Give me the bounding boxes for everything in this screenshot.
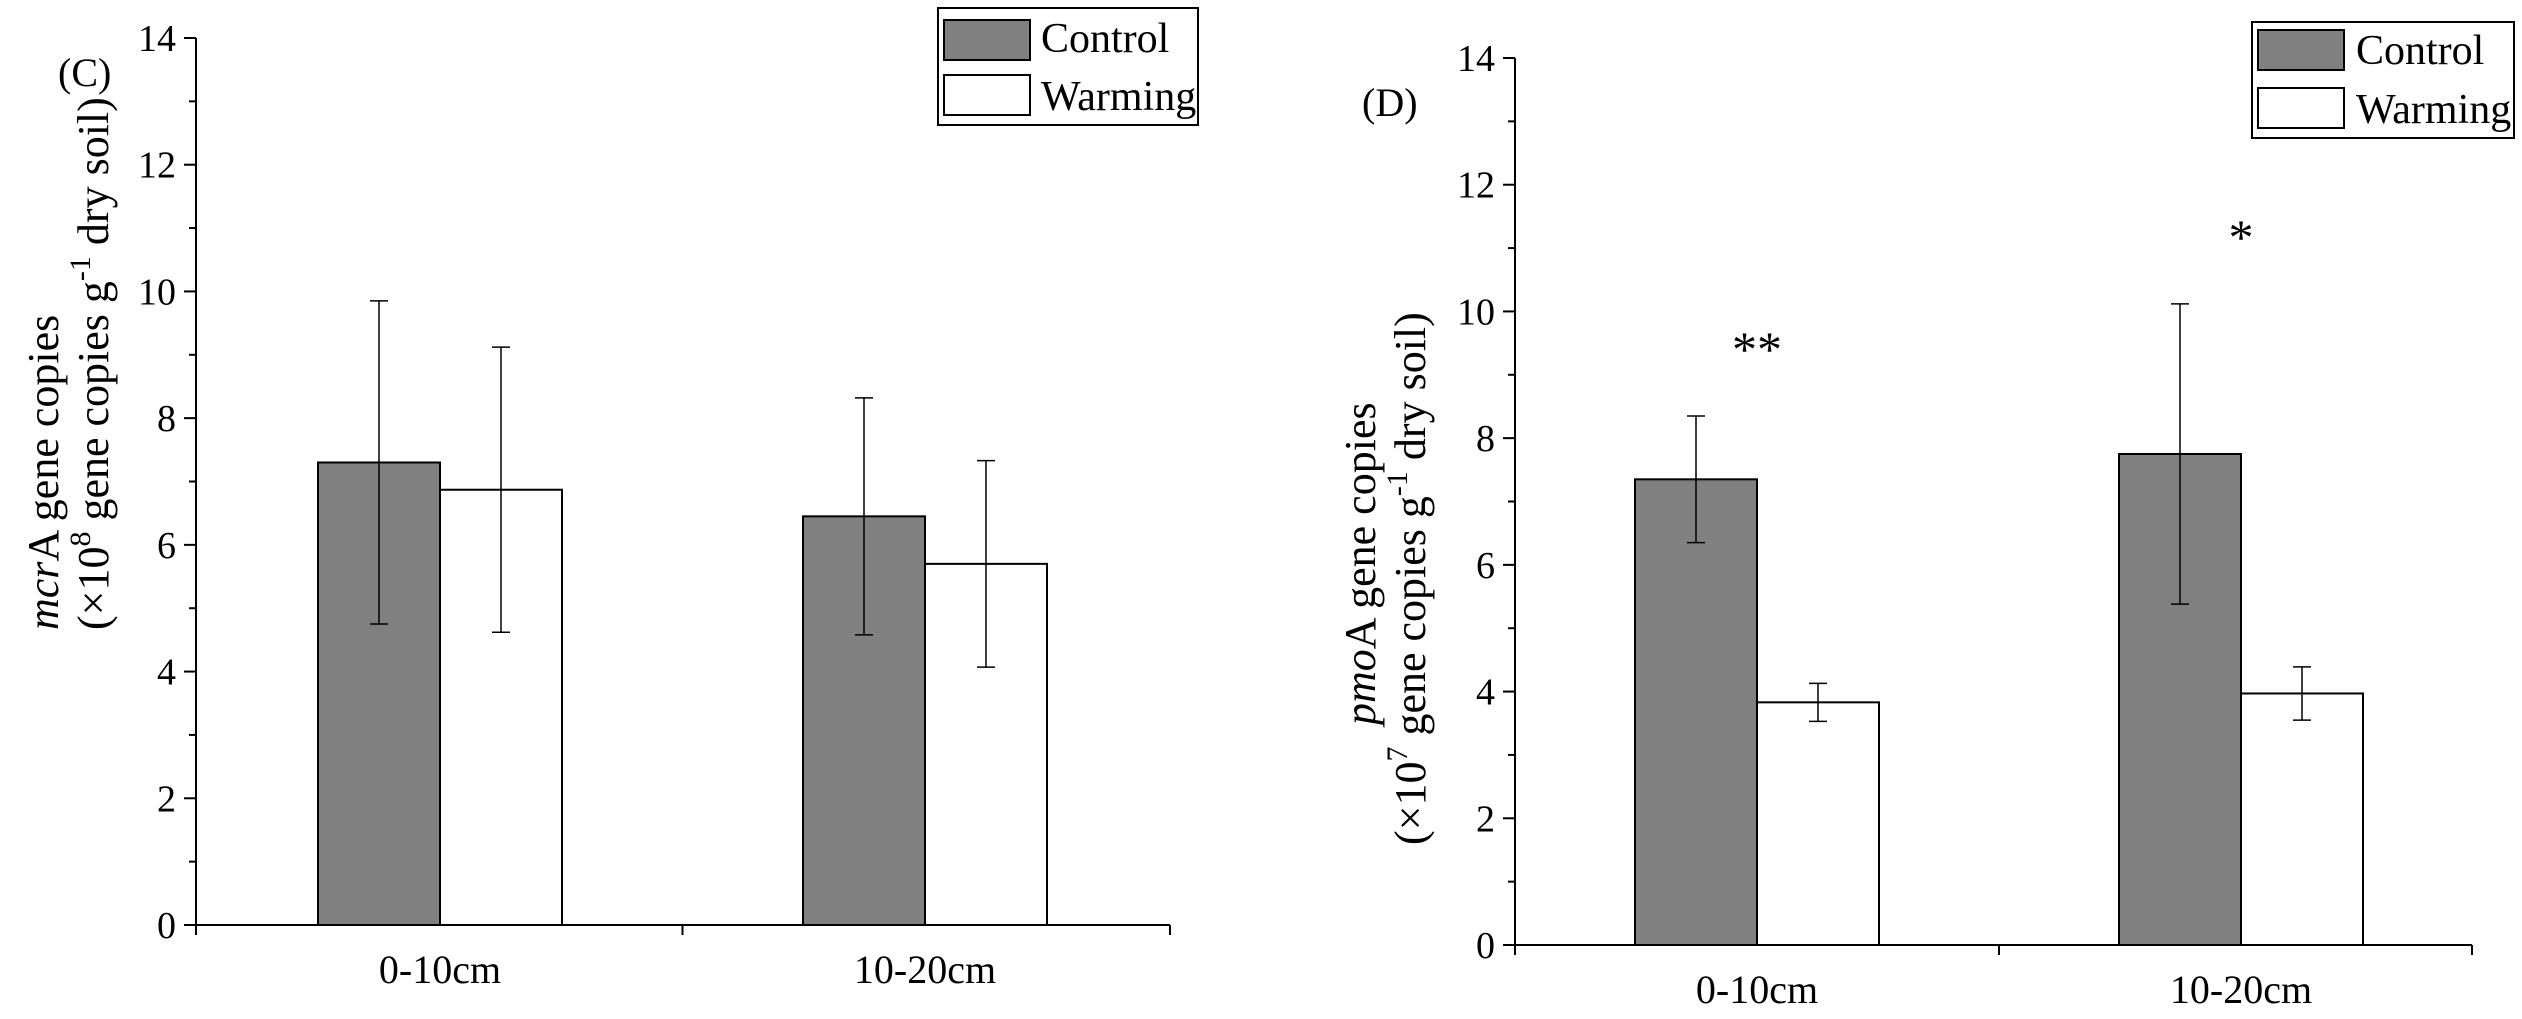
x-tick-label: 0-10cm bbox=[379, 947, 501, 992]
y-axis-label-neg-exponent: -1 bbox=[1381, 471, 1414, 496]
y-axis-label-unit: gene copies g bbox=[69, 281, 118, 531]
legend-swatch-warming bbox=[943, 74, 1031, 116]
y-tick-label: 10 bbox=[138, 271, 176, 313]
y-tick-label: 6 bbox=[157, 525, 176, 567]
y-axis-label-line-2: (×108 gene copies g-1 dry soil) bbox=[64, 97, 118, 630]
y-axis-label-neg-exponent: -1 bbox=[64, 256, 97, 281]
bars: ** 0-10cm * 10-20cm bbox=[1634, 209, 2364, 1012]
y-axis-label-gene: mcr bbox=[19, 561, 68, 630]
chart-panel-d: (D) pmoA gene copies (×107 gene copies g… bbox=[1336, 21, 2515, 1012]
x-tick-label: 10-20cm bbox=[854, 947, 996, 992]
x-tick-label: 10-20cm bbox=[2170, 967, 2312, 1012]
bar-control bbox=[1634, 478, 1758, 946]
y-tick-label: 12 bbox=[1457, 165, 1495, 207]
y-tick-label: 8 bbox=[1476, 418, 1495, 460]
y-axis-label-gene: pmo bbox=[1336, 649, 1385, 728]
legend-label-control: Control bbox=[1041, 16, 1169, 62]
y-axis-label-prefix: (×10 bbox=[1386, 762, 1435, 845]
legend-swatch-warming bbox=[2257, 87, 2345, 129]
legend-label-control: Control bbox=[2356, 28, 2484, 74]
y-axis-label-exponent: 7 bbox=[1381, 747, 1414, 762]
y-tick-label: 2 bbox=[1476, 798, 1495, 840]
significance-marker: * bbox=[2229, 209, 2254, 265]
legend-swatch-control bbox=[943, 19, 1031, 61]
y-axis-label-line-1: pmoA gene copies bbox=[1336, 402, 1385, 728]
y-tick-label: 0 bbox=[157, 905, 176, 947]
y-axis-label-prefix: (×10 bbox=[69, 547, 118, 630]
legend-label-warming: Warming bbox=[1041, 74, 1196, 120]
y-axis-label-unit: gene copies g bbox=[1386, 496, 1435, 746]
y-axis-label-suffix: dry soil) bbox=[1386, 312, 1435, 471]
significance-marker: ** bbox=[1732, 321, 1782, 377]
x-tick-label: 0-10cm bbox=[1696, 967, 1818, 1012]
bars: 0-10cm 10-20cm bbox=[317, 300, 1048, 992]
legend-swatch-control bbox=[2257, 29, 2345, 71]
y-axis-label-suffix: dry soil) bbox=[69, 97, 118, 256]
panel-label: (D) bbox=[1362, 80, 1418, 125]
y-tick-label: 10 bbox=[1457, 291, 1495, 333]
y-tick-label: 14 bbox=[138, 18, 176, 60]
y-tick-label: 4 bbox=[157, 652, 176, 694]
y-axis-label-exponent: 8 bbox=[64, 532, 97, 547]
panel-label: (C) bbox=[58, 50, 111, 95]
bar-warming bbox=[1756, 701, 1880, 947]
y-tick-label: 4 bbox=[1476, 672, 1495, 714]
bar-warming bbox=[2240, 692, 2364, 947]
y-axis-label-line-1: mcrA gene copies bbox=[19, 315, 68, 630]
y-tick-label: 8 bbox=[157, 398, 176, 440]
y-axis: 0 2 4 6 8 10 12 14 bbox=[1457, 38, 1515, 967]
y-axis: 0 2 4 6 8 10 12 14 bbox=[138, 18, 196, 947]
axes bbox=[1514, 58, 2473, 955]
y-tick-label: 2 bbox=[157, 778, 176, 820]
legend: Control Warming bbox=[2251, 21, 2515, 139]
y-tick-label: 0 bbox=[1476, 925, 1495, 967]
y-tick-label: 6 bbox=[1476, 545, 1495, 587]
y-axis-label-line-2: (×107 gene copies g-1 dry soil) bbox=[1381, 312, 1435, 845]
chart-panel-c: (C) mcrA gene copies (×108 gene copies g… bbox=[19, 7, 1199, 992]
legend-label-warming: Warming bbox=[2356, 87, 2511, 133]
y-tick-label: 14 bbox=[1457, 38, 1495, 80]
y-axis-label-rest: A gene copies bbox=[1336, 402, 1385, 649]
y-tick-label: 12 bbox=[138, 145, 176, 187]
axes bbox=[195, 38, 1171, 935]
legend: Control Warming bbox=[937, 7, 1199, 126]
y-axis-label-rest: A gene copies bbox=[19, 315, 68, 562]
